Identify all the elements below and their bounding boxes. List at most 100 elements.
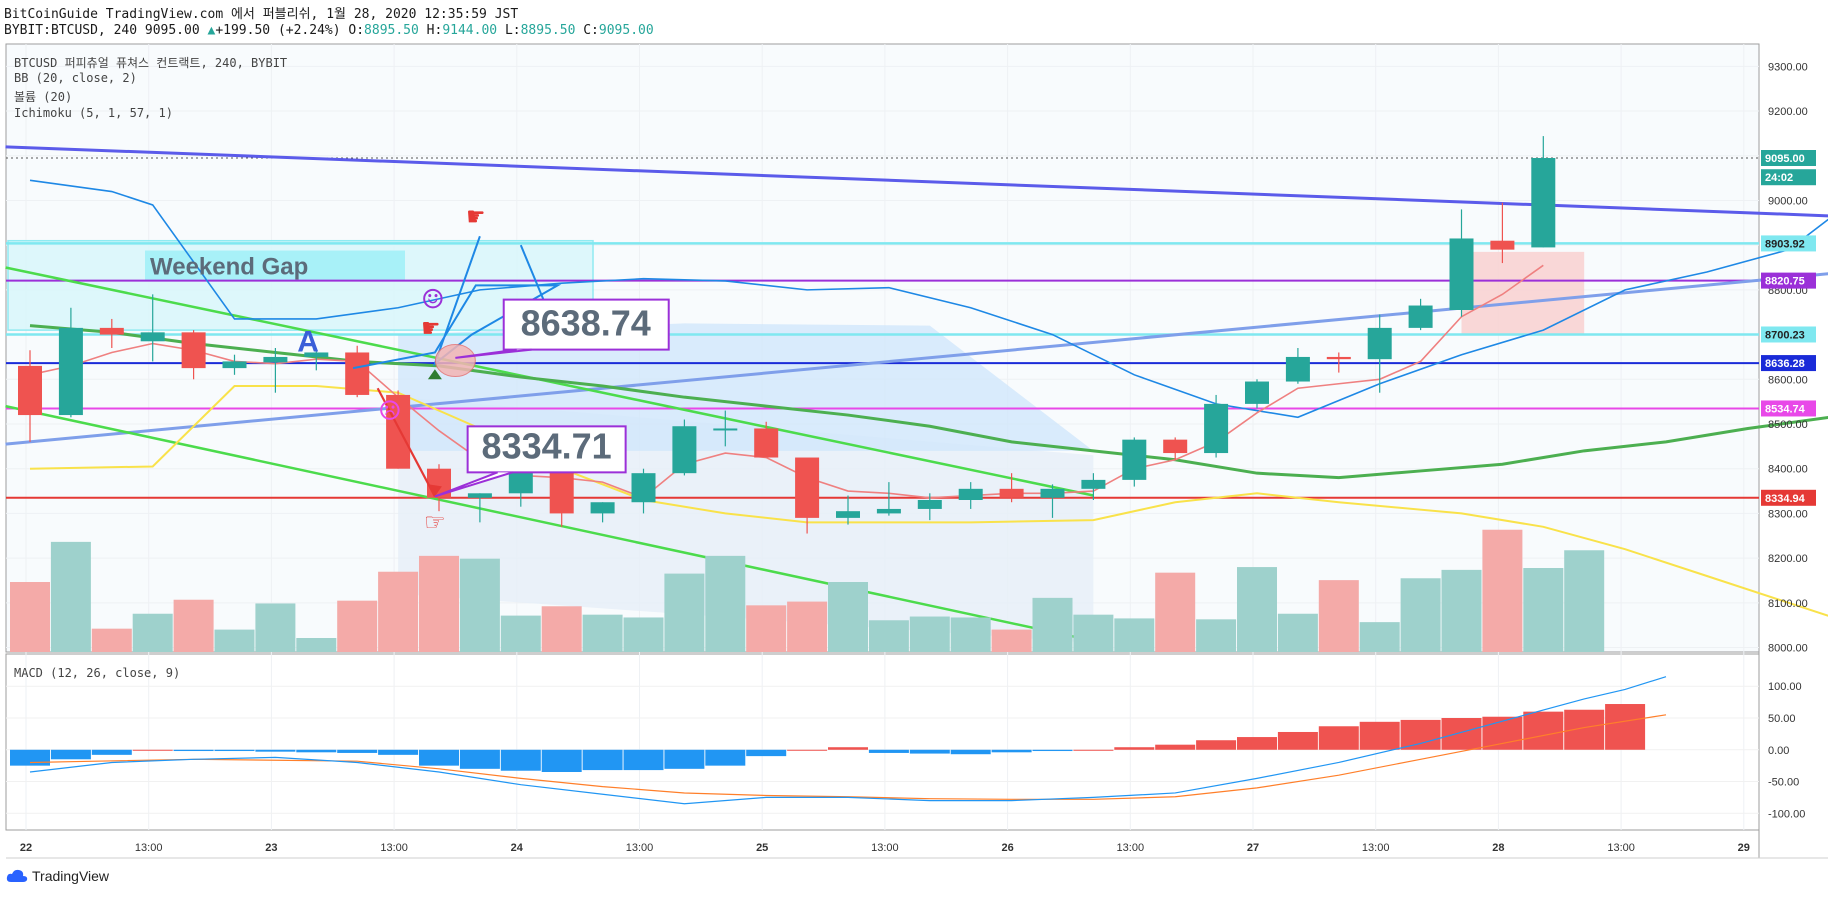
price-label-text: 9095.00 <box>1765 153 1805 165</box>
macd-histogram-bar <box>664 749 705 769</box>
price-label-text: 24:02 <box>1765 172 1793 184</box>
price-tick-label: 8300.00 <box>1768 508 1808 520</box>
macd-histogram-bar <box>1277 731 1318 750</box>
macd-histogram-bar <box>1400 719 1441 750</box>
macd-line <box>29 676 1667 805</box>
candle-body <box>1081 479 1106 489</box>
price-label-text: 8334.94 <box>1765 493 1806 505</box>
candle-body <box>18 365 42 416</box>
volume-bar <box>1400 578 1441 652</box>
volume-bar <box>296 638 337 652</box>
macd-histogram-bar <box>1073 749 1114 751</box>
candle-body <box>181 332 206 369</box>
macd-histogram-bar <box>296 749 337 753</box>
macd-histogram-bar <box>1155 744 1196 750</box>
bb-basis-line <box>29 264 1544 499</box>
time-tick-label: 22 <box>20 842 32 854</box>
macd-histogram-bar <box>1114 747 1155 750</box>
candle-body <box>631 473 656 503</box>
callout-high-pointer <box>455 348 532 359</box>
series-title[interactable]: BTCUSD 퍼피츄얼 퓨쳐스 컨트랙트, 240, BYBIT <box>14 56 288 70</box>
volume-bar <box>828 582 868 652</box>
candle-body <box>467 493 492 498</box>
candle-body <box>1285 356 1310 382</box>
time-tick-label: 24 <box>511 842 524 854</box>
macd-histogram-bar <box>132 749 173 751</box>
volume-legend[interactable]: 볼륨 (20) <box>14 90 73 104</box>
macd-histogram-bar <box>746 749 787 757</box>
candle-body <box>1408 305 1433 328</box>
candle-body <box>999 488 1024 498</box>
time-tick-label: 13:00 <box>135 842 163 854</box>
macd-histogram-bar <box>1237 737 1277 750</box>
price-label-bg <box>1761 150 1816 166</box>
time-tick-label: 13:00 <box>1362 842 1390 854</box>
macd-histogram-bar <box>950 749 991 755</box>
volume-bar <box>1155 572 1196 652</box>
bb-legend[interactable]: BB (20, close, 2) <box>14 71 137 85</box>
volume-bar <box>1441 569 1482 652</box>
volume-bar <box>337 600 378 652</box>
macd-histogram-bar <box>378 749 419 755</box>
candle-body <box>795 457 820 518</box>
open-value: 8895.50 <box>364 23 419 38</box>
up-arrow-green-icon <box>427 369 442 380</box>
volume-bar <box>378 571 419 652</box>
macd-histogram-bar <box>10 749 50 766</box>
volume-bar <box>459 558 500 652</box>
low-label: L: <box>504 23 521 38</box>
volume-bar <box>991 629 1032 652</box>
volume-bar <box>787 601 828 652</box>
volume-bar <box>173 599 214 652</box>
symbol-label: BYBIT:BTCUSD, 240 9095.00 <box>4 23 200 38</box>
price-tick-label: 8500.00 <box>1768 419 1808 431</box>
macd-histogram-bar <box>91 749 132 755</box>
time-tick-label: 25 <box>756 842 768 854</box>
volume-bar <box>1359 622 1400 652</box>
volume-bar <box>1032 597 1073 652</box>
candle-body <box>263 356 288 363</box>
macd-tick-label: -100.00 <box>1768 808 1805 820</box>
cloud-icon <box>6 869 28 882</box>
down-arrowhead <box>428 484 442 497</box>
price-label-text: 8534.74 <box>1765 403 1806 415</box>
trendline-ascending-blue <box>5 272 1828 446</box>
price-tick-label: 9000.00 <box>1768 195 1808 207</box>
macd-signal-line <box>29 714 1667 800</box>
macd-legend[interactable]: MACD (12, 26, close, 9) <box>14 666 181 680</box>
up-triangle-icon: ▲ <box>207 23 216 38</box>
macd-histogram-bar <box>623 749 664 771</box>
pointing-hand-icon: ☛ <box>422 312 439 345</box>
ichimoku-legend[interactable]: Ichimoku (5, 1, 57, 1) <box>14 106 173 120</box>
volume-bar <box>541 606 582 652</box>
candle-body <box>304 352 329 357</box>
price-tick-label: 8200.00 <box>1768 553 1808 565</box>
volume-bar <box>1277 613 1318 652</box>
candle-body <box>917 500 942 509</box>
volume-bar <box>868 620 909 652</box>
volume-bar <box>1318 580 1359 652</box>
candle-body <box>1040 488 1065 498</box>
price-tick-label: 9300.00 <box>1768 61 1808 73</box>
volume-bar <box>91 628 132 652</box>
time-tick-label: 13:00 <box>626 842 654 854</box>
down-arrow-red <box>376 387 436 497</box>
price-tick-label: 8600.00 <box>1768 374 1808 386</box>
macd-histogram-bar <box>1032 749 1073 752</box>
candle-body <box>1449 238 1474 310</box>
candle-body <box>958 488 983 500</box>
macd-histogram-bar <box>582 749 623 771</box>
tradingview-logo[interactable]: TradingView <box>6 868 109 884</box>
volume-bar <box>746 605 787 652</box>
macd-histogram-bar <box>459 749 500 769</box>
publish-info: BitCoinGuide TradingView.com 에서 퍼블리쉬, 1월… <box>4 7 519 22</box>
time-tick-label: 13:00 <box>871 842 899 854</box>
price-label-text: 8820.75 <box>1765 276 1805 288</box>
time-tick-label: 13:00 <box>1607 842 1635 854</box>
macd-tick-label: 100.00 <box>1768 681 1802 693</box>
volume-bar <box>950 617 991 652</box>
volume-bar <box>582 614 623 652</box>
volume-bar <box>214 629 255 652</box>
time-tick-label: 28 <box>1492 842 1504 854</box>
